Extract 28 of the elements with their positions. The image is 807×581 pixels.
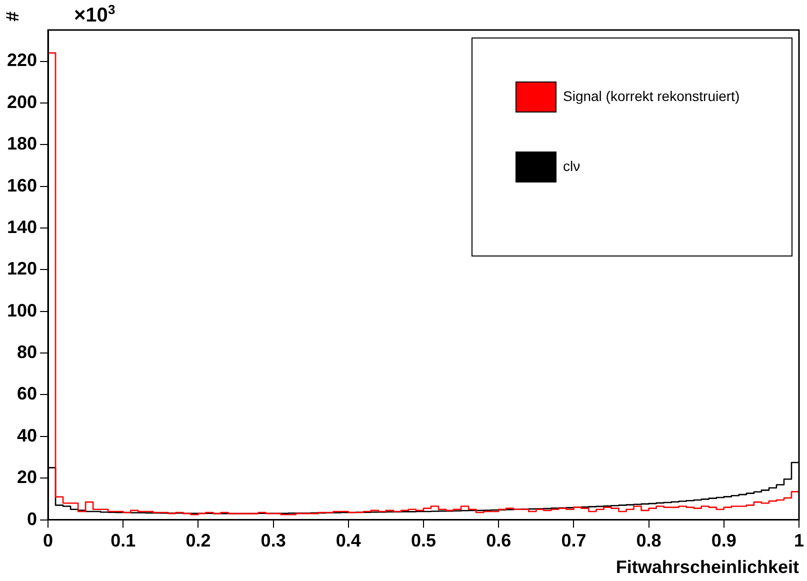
y-tick-label: 140 — [6, 216, 38, 237]
x-tick-label: 0.9 — [711, 530, 736, 551]
x-tick-label: 0.3 — [260, 530, 286, 551]
x-tick-label: 0 — [43, 530, 54, 551]
y-tick-label: 160 — [6, 175, 38, 196]
x-tick-label: 1 — [794, 530, 804, 551]
x-tick-label: 0.4 — [336, 530, 361, 551]
x-axis-title: Fitwahrscheinlichkeit — [616, 557, 799, 578]
y-tick-label: 200 — [6, 92, 38, 112]
x-tick-label: 0.8 — [636, 530, 662, 551]
y-axis-title: # — [2, 11, 24, 22]
y-tick-label: 180 — [6, 134, 38, 154]
y-tick-label: 80 — [17, 342, 38, 362]
legend-label: Signal (korrekt rekonstruiert) — [562, 88, 740, 104]
y-tick-label: 120 — [6, 258, 38, 279]
y-tick-label: 60 — [17, 384, 38, 404]
y-tick-label: 20 — [17, 467, 38, 488]
text: ×10$^{3}$ — [74, 2, 116, 28]
x-tick-label: 0.6 — [486, 530, 512, 551]
x-tick-label: 0.7 — [561, 530, 586, 551]
y-tick-label: 0 — [27, 508, 38, 529]
x-tick-label: 0.5 — [411, 530, 436, 551]
x-tick-label: 0.2 — [186, 530, 211, 551]
y-tick-label: 40 — [17, 425, 38, 446]
x-tick-label: 0.1 — [110, 530, 136, 551]
legend-label: clν — [562, 158, 580, 174]
y-tick-label: 100 — [6, 300, 38, 320]
y-tick-label: 220 — [6, 50, 38, 70]
